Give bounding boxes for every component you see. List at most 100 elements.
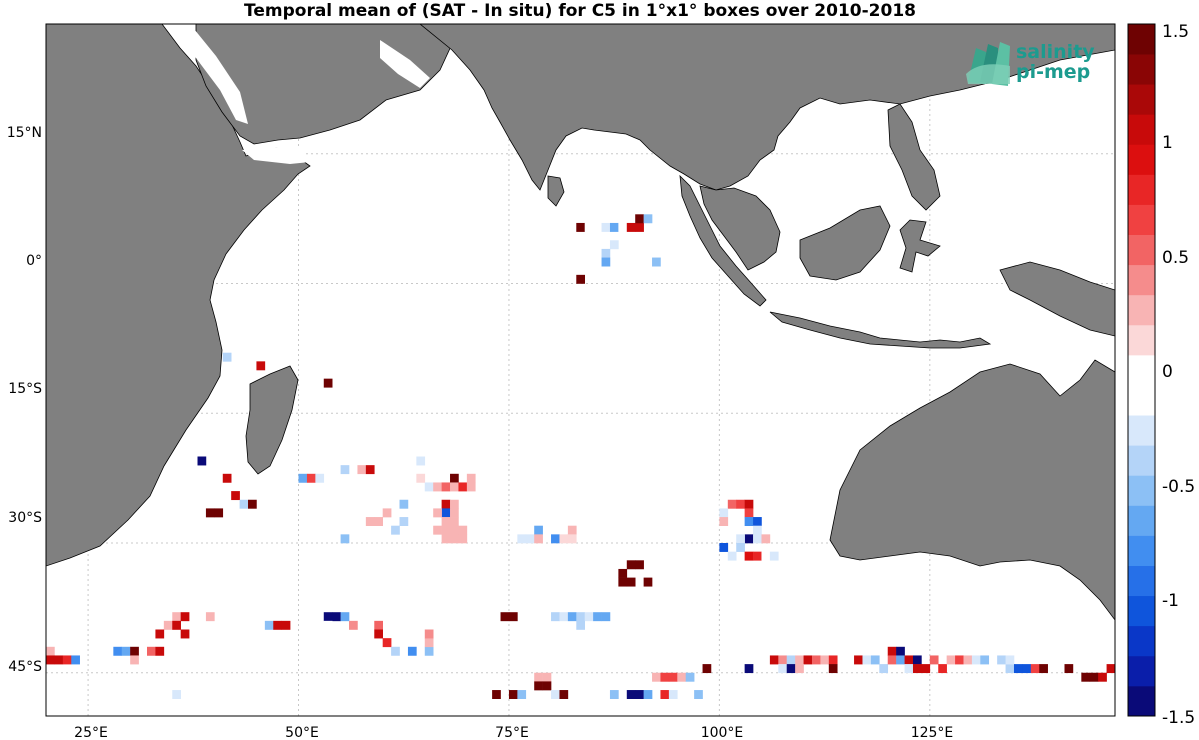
heatmap-cell (340, 465, 350, 475)
heatmap-cell (912, 664, 922, 674)
heatmap-cell (626, 577, 636, 587)
colorbar-segment (1128, 54, 1155, 85)
heatmap-cell (744, 499, 754, 509)
heatmap-cell (1030, 664, 1040, 674)
heatmap-cell (416, 456, 426, 466)
heatmap-cell (163, 620, 173, 630)
heatmap-cell (424, 638, 434, 648)
heatmap-cell (205, 508, 215, 518)
heatmap-cell (727, 551, 737, 561)
heatmap-cell (761, 534, 771, 544)
heatmap-cell (264, 620, 274, 630)
lon-tick-75E: 75°E (495, 725, 529, 740)
heatmap-cell (441, 534, 451, 544)
heatmap-cell (761, 551, 771, 561)
heatmap-cell (433, 508, 442, 518)
heatmap-cell (214, 508, 224, 518)
heatmap-cell (601, 222, 611, 232)
heatmap-cell (466, 482, 476, 492)
heatmap-cell (180, 629, 190, 639)
heatmap-cell (559, 612, 569, 622)
heatmap-cell (795, 664, 804, 674)
heatmap-cell (416, 473, 426, 483)
heatmap-cell (534, 672, 543, 682)
heatmap-cell (652, 257, 661, 267)
lat-tick-45S: 45°S (8, 659, 42, 675)
heatmap-cell (744, 551, 754, 561)
heatmap-cell (542, 612, 552, 622)
colorbar-segment (1128, 535, 1155, 566)
heatmap-cell (719, 543, 729, 552)
heatmap-cell (929, 655, 939, 665)
plot-frame (45, 23, 1116, 717)
heatmap-cell (946, 655, 956, 665)
heatmap-cell (450, 473, 459, 483)
heatmap-cell (450, 525, 459, 535)
heatmap-cell (753, 525, 762, 535)
heatmap-cell (424, 646, 434, 656)
heatmap-cell (281, 620, 291, 630)
heatmap-cell (584, 690, 594, 699)
heatmap-cell (736, 534, 745, 544)
land-sea-gap-red (170, 24, 248, 124)
waves-logo-icon (966, 42, 1010, 86)
heatmap-cell (719, 517, 729, 526)
heatmap-cell (365, 465, 375, 475)
heatmap-cell (576, 612, 586, 622)
heatmap-cell (222, 473, 232, 483)
land-sea-gap-aden (242, 146, 310, 164)
colorbar-segment (1128, 144, 1155, 175)
heatmap-cell (54, 655, 64, 665)
land-philippines (887, 103, 941, 211)
lon-tick-50E: 50°E (285, 725, 319, 740)
colorbar-segment (1128, 264, 1155, 296)
heatmap-cell (172, 690, 181, 699)
cb-tick--1: -1 (1162, 591, 1179, 611)
heatmap-cell (323, 378, 333, 388)
heatmap-cell (374, 517, 383, 526)
heatmap-cell (702, 664, 712, 674)
heatmap-cell (172, 620, 181, 630)
heatmap-cell (551, 534, 560, 544)
lat-tick-0: 0° (26, 253, 42, 269)
heatmap-cell (458, 534, 468, 544)
heatmap-cell (618, 222, 628, 232)
heatmap-cell (635, 222, 644, 232)
heatmap-cell (1089, 672, 1099, 682)
heatmap-cell (399, 499, 409, 509)
heatmap-cell (424, 482, 434, 492)
heatmap-cell (551, 690, 560, 699)
heatmap-cell (239, 499, 249, 509)
colorbar-segment (1128, 24, 1155, 55)
land-australia (829, 359, 1115, 621)
heatmap-cell (62, 655, 72, 665)
heatmap-cell (147, 646, 156, 656)
heatmap-cell (811, 655, 821, 665)
colorbar-segment (1128, 324, 1155, 356)
heatmap-cell (677, 672, 687, 682)
heatmap-cell (46, 655, 55, 665)
heatmap-cell (576, 274, 586, 284)
land-sumatra-java (769, 311, 992, 349)
heatmap-cell (542, 672, 552, 682)
heatmap-cell (668, 672, 678, 682)
heatmap-cell (609, 240, 619, 250)
heatmap-cell (374, 629, 383, 639)
heatmap-cell (172, 612, 181, 622)
salinity-logo: salinity pi-mep (966, 41, 1095, 86)
heatmap-cell (778, 664, 788, 674)
colorbar-segment (1128, 655, 1155, 687)
colorbar-segment (1128, 445, 1155, 476)
heatmap-cell (896, 646, 905, 656)
heatmap-cell (1081, 672, 1091, 682)
heatmap-cell (744, 508, 754, 518)
heatmap-cell (450, 482, 459, 492)
lat-axis: 15°N 0° 15°S 30°S 45°S (7, 125, 42, 675)
heatmap-cell (374, 620, 383, 630)
heatmap-cell (517, 690, 527, 699)
land-thailand-malay (679, 174, 767, 307)
heatmap-cell (197, 456, 207, 466)
colorbar-segment (1128, 294, 1155, 326)
heatmap-cell (450, 508, 459, 518)
colorbar-segment (1128, 174, 1155, 205)
